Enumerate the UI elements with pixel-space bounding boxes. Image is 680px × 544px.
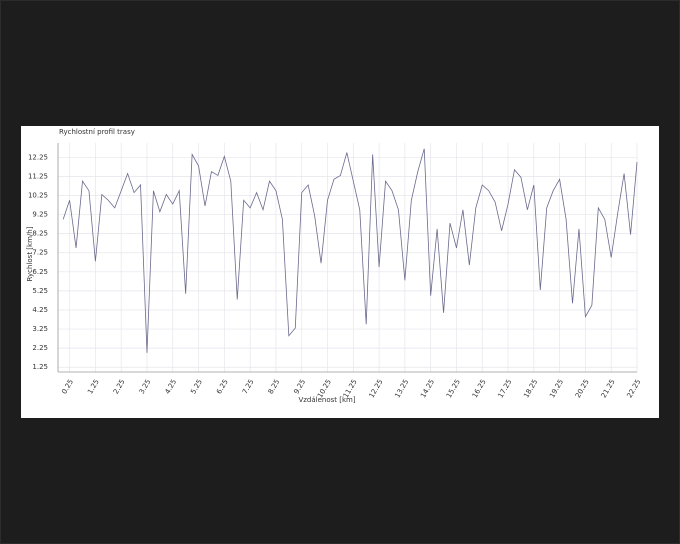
y-tick-label: 4.25: [32, 306, 48, 314]
y-tick-label: 7.25: [32, 249, 48, 257]
y-axis-label: Rychlost [km/h]: [26, 226, 34, 281]
y-tick-label: 12.25: [28, 153, 48, 161]
y-tick-label: 5.25: [32, 287, 48, 295]
speed-line: [62, 148, 638, 353]
y-tick-label: 3.25: [32, 325, 48, 333]
y-tick-label: 2.25: [32, 344, 48, 352]
y-tick-label: 9.25: [32, 211, 48, 219]
y-tick-label: 1.25: [32, 363, 48, 371]
y-tick-label: 10.25: [28, 191, 48, 199]
y-tick-label: 11.25: [28, 172, 48, 180]
y-tick-label: 6.25: [32, 268, 48, 276]
x-axis-label: Vzdálenost [km]: [298, 396, 355, 404]
chart-title: Rychlostní profil trasy: [59, 128, 135, 136]
y-tick-label: 8.25: [32, 230, 48, 238]
